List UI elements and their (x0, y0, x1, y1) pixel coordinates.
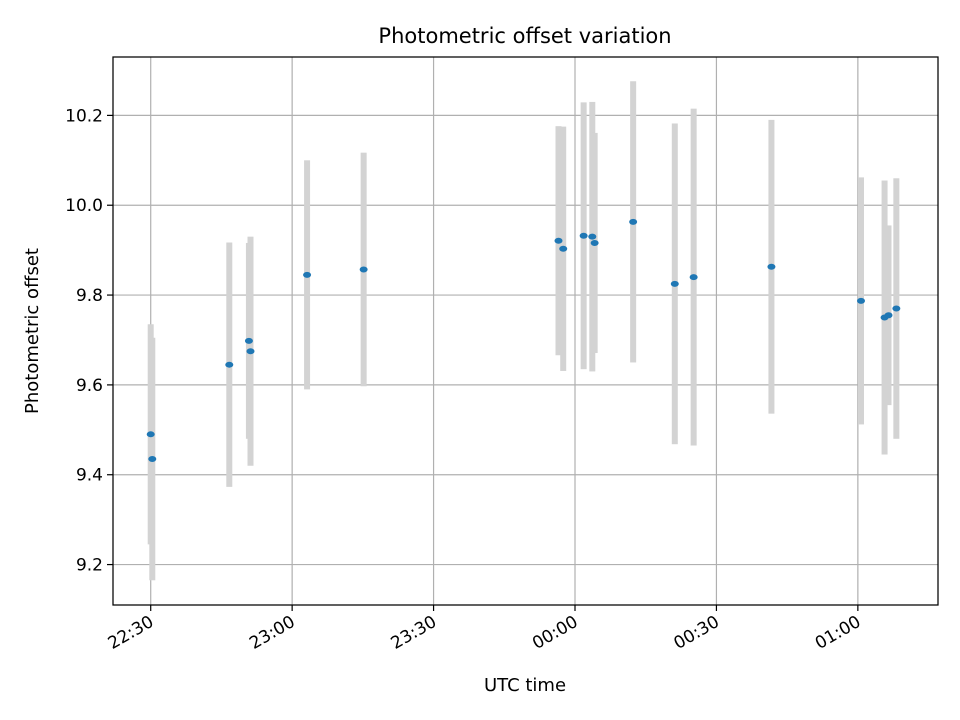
data-point (554, 237, 563, 244)
y-tick-label: 9.2 (76, 556, 103, 576)
data-point (148, 456, 157, 463)
data-point (590, 239, 599, 246)
data-point (588, 233, 597, 240)
y-axis-ticks: 9.2 9.4 9.6 9.8 10.0 10.2 (65, 106, 113, 576)
y-axis-label: Photometric offset (22, 248, 43, 414)
chart-title: Photometric offset variation (378, 24, 671, 48)
y-tick-label: 10.0 (65, 196, 103, 216)
data-points (146, 218, 901, 463)
data-point (303, 271, 312, 278)
data-point (559, 245, 568, 252)
y-tick-label: 9.8 (76, 286, 103, 306)
data-point (146, 431, 155, 438)
data-point (359, 266, 368, 273)
data-point (670, 280, 679, 287)
grid-lines (113, 57, 938, 605)
data-point (629, 218, 638, 225)
data-point (689, 274, 698, 281)
data-point (246, 348, 255, 355)
x-axis-label: UTC time (484, 675, 566, 696)
data-point (892, 305, 901, 312)
data-point (244, 337, 253, 344)
y-tick-label: 9.6 (76, 376, 103, 396)
plot-frame (112, 56, 939, 606)
y-tick-label: 10.2 (65, 106, 103, 126)
y-tick-label: 9.4 (76, 466, 103, 486)
data-point (579, 232, 588, 239)
data-point (884, 312, 893, 319)
data-point (767, 263, 776, 270)
data-point (225, 361, 234, 368)
data-point (857, 297, 865, 304)
